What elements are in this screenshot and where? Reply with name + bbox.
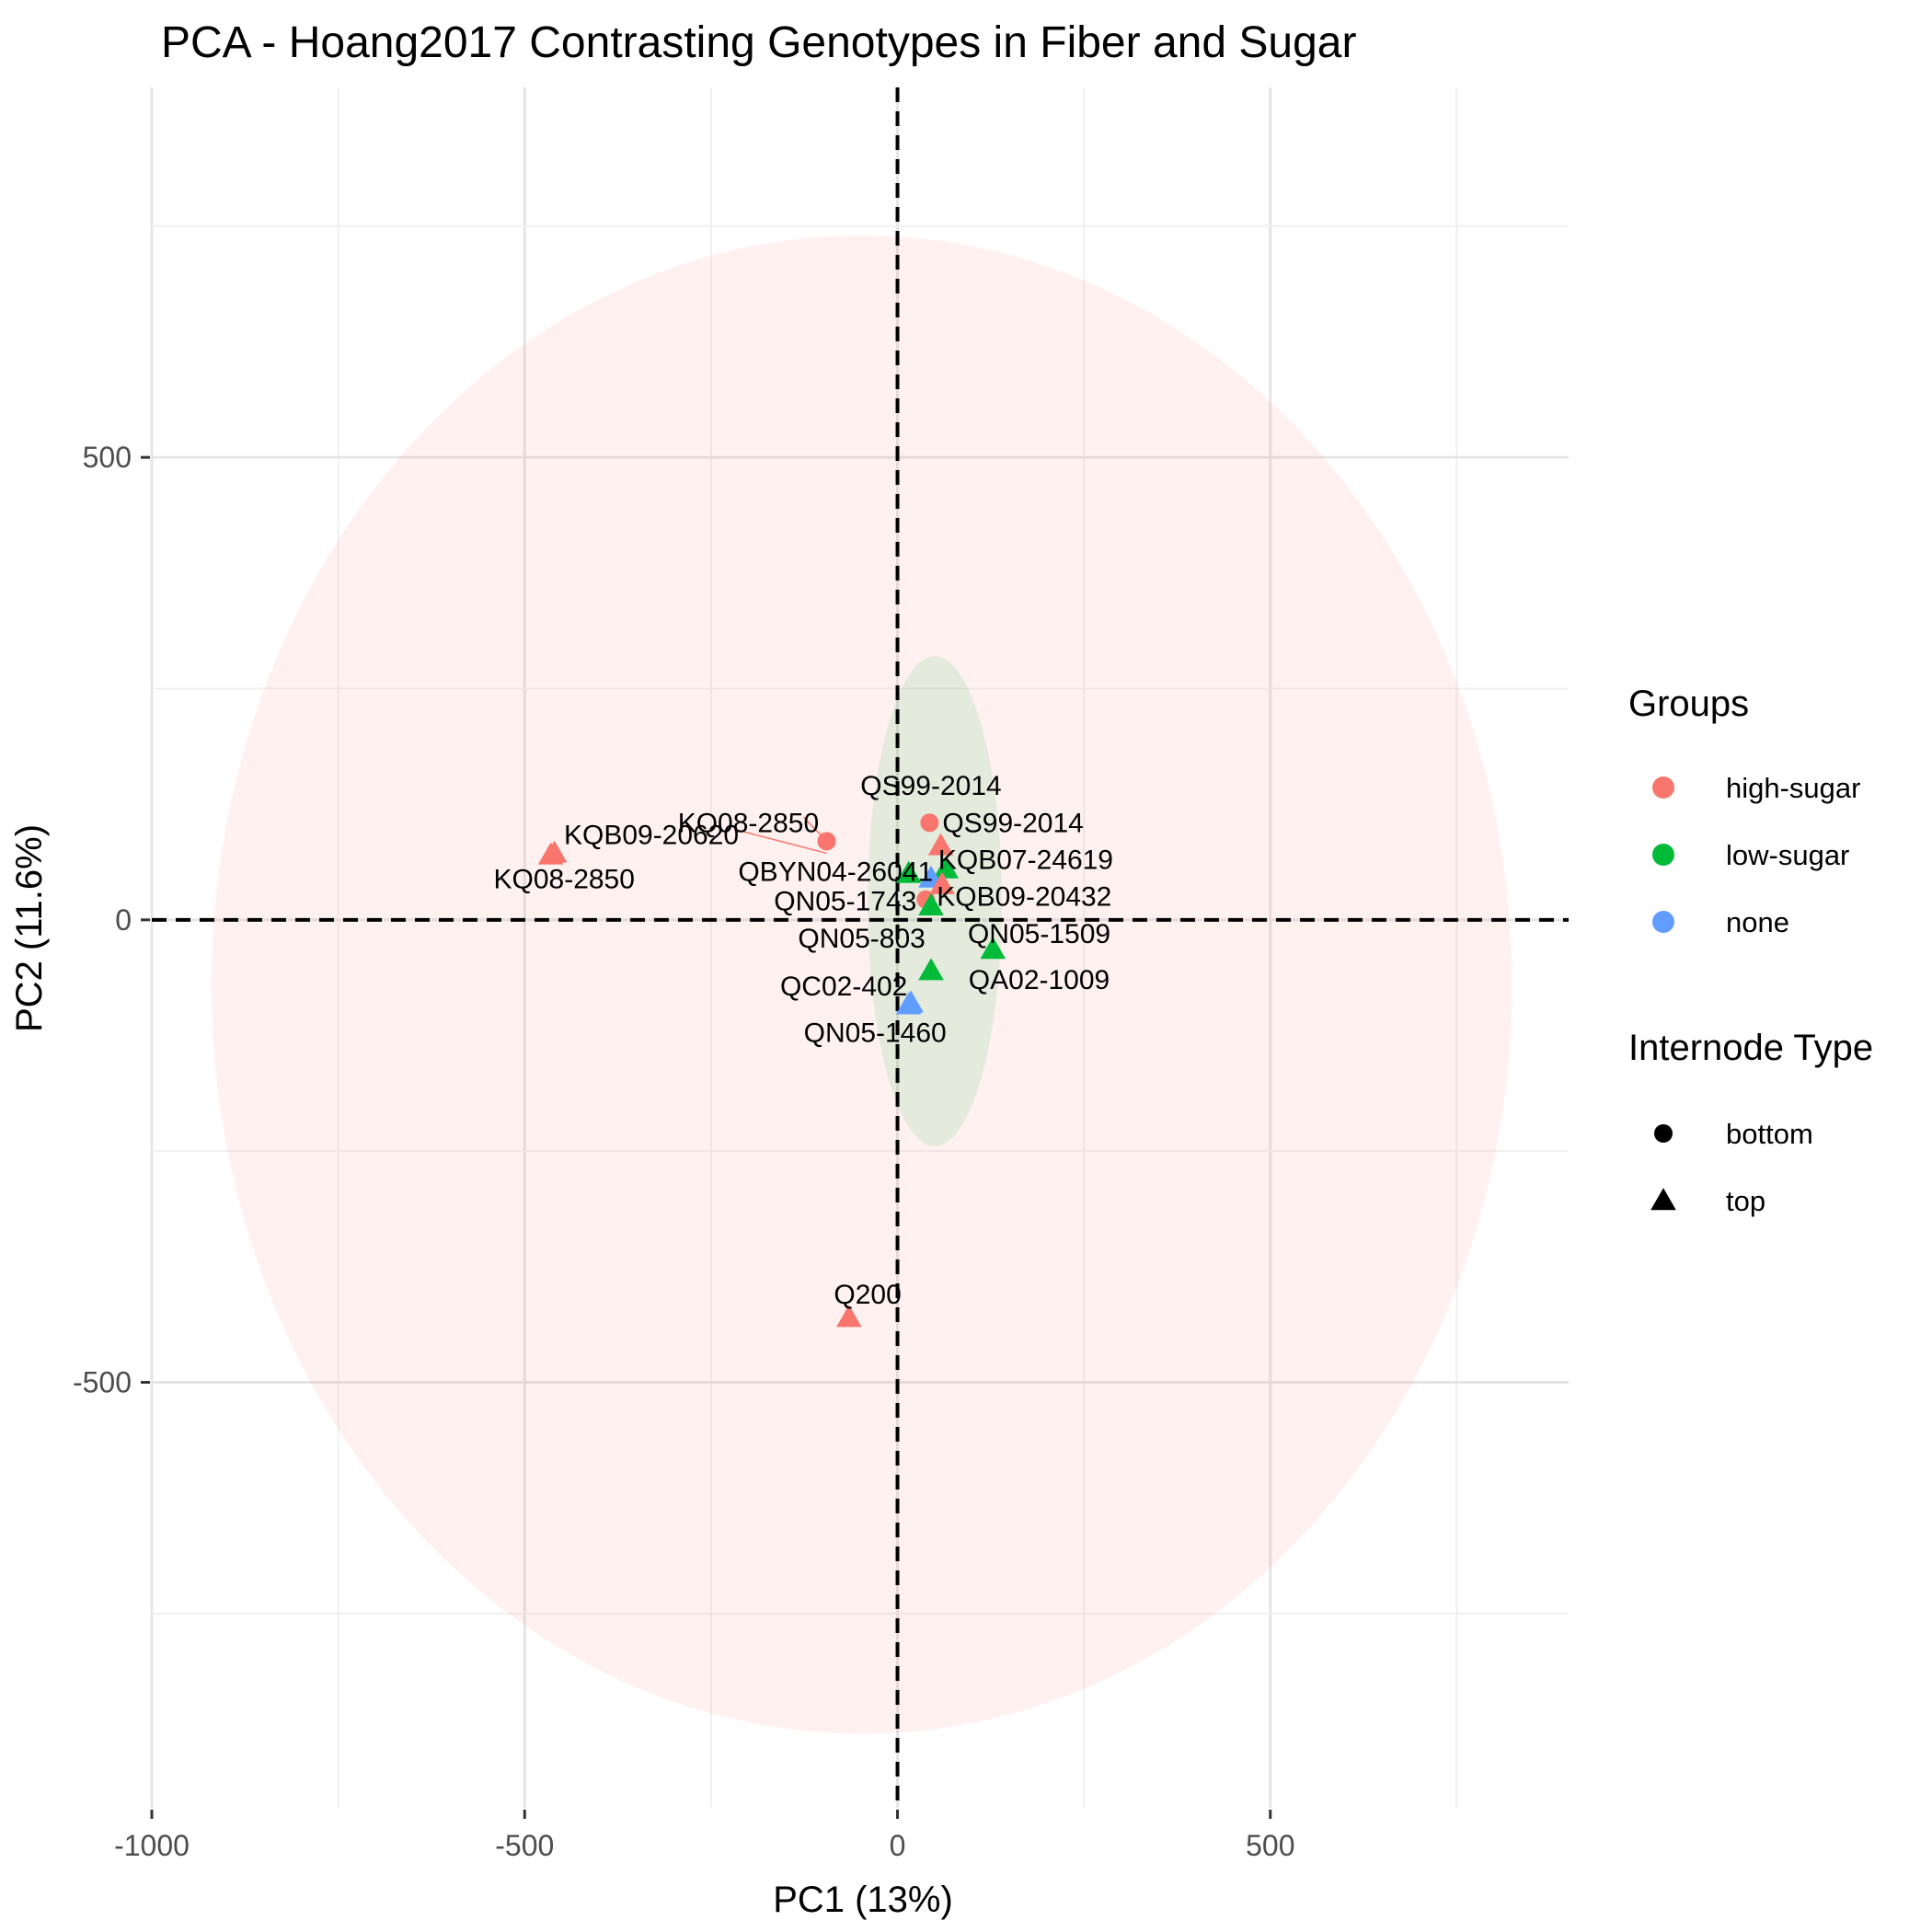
y-tick-label: 0 (115, 903, 132, 937)
legend-key-none (1652, 911, 1674, 933)
legend-shape-title: Internode Type (1628, 1028, 1873, 1068)
legend-label: bottom (1726, 1118, 1813, 1150)
y-tick-label: -500 (73, 1366, 132, 1399)
point-label: KQ08-2850 (493, 865, 634, 895)
legend-label: top (1726, 1185, 1765, 1217)
data-point-high-sugar-top (541, 840, 568, 863)
point-label: QN05-1460 (804, 1018, 947, 1048)
data-point-low-sugar-top (918, 892, 944, 915)
x-tick-label: 0 (890, 1829, 906, 1862)
point-label: QC02-402 (780, 972, 907, 1002)
legend-key-top (1650, 1188, 1676, 1211)
legend-groups: high-sugar low-sugar none (1652, 772, 1860, 938)
legend-key-low-sugar (1652, 844, 1674, 866)
point-label: KQB09-20620 (564, 820, 739, 850)
data-point-low-sugar-top (895, 860, 922, 883)
axes: -1000 -500 0 500 -500 0 500 (73, 441, 1295, 1862)
data-point-high-sugar-bottom (920, 813, 939, 833)
legend-key-bottom (1654, 1124, 1673, 1143)
x-tick-label: -500 (495, 1829, 554, 1862)
grid (150, 87, 1569, 1808)
point-label: QS99-2014 (860, 771, 1001, 801)
point-label: KQB07-24619 (938, 845, 1113, 875)
chart-title: PCA - Hoang2017 Contrasting Genotypes in… (161, 18, 1356, 67)
point-label: QS99-2014 (942, 808, 1083, 838)
legend-key-high-sugar (1652, 776, 1674, 799)
legend-label: low-sugar (1726, 839, 1849, 871)
label-leader-line (802, 816, 828, 842)
data-point-low-sugar-top (980, 937, 1006, 960)
y-tick-label: 500 (83, 441, 132, 474)
data-point-high-sugar-top (929, 871, 955, 894)
point-labels: KQB09-20620KQ08-2850KQ08-2850QS99-2014QS… (493, 771, 1113, 1310)
data-point-high-sugar-top (836, 1305, 862, 1328)
point-label: Q200 (834, 1280, 901, 1310)
data-point-low-sugar-top (933, 856, 960, 879)
x-axis-title: PC1 (13%) (773, 1880, 953, 1920)
legend: Groups high-sugar low-sugar none Internode… (1628, 684, 1873, 1217)
data-point-low-sugar-top (918, 958, 944, 981)
legend-shapes: bottom top (1650, 1118, 1813, 1217)
label-leader-line (733, 828, 827, 855)
data-points (537, 813, 1006, 1328)
point-label: KQ08-2850 (678, 808, 819, 838)
legend-groups-title: Groups (1628, 684, 1749, 724)
x-tick-label: -1000 (114, 1829, 190, 1862)
ellipse-high-sugar (211, 235, 1512, 1734)
x-tick-label: 500 (1246, 1829, 1294, 1862)
legend-label: none (1726, 906, 1789, 938)
reference-lines (152, 87, 1569, 1808)
legend-label: high-sugar (1726, 772, 1860, 804)
point-label: QN05-1509 (968, 919, 1110, 949)
y-axis-title: PC2 (11.6%) (9, 824, 50, 1032)
point-label: QN05-1743 (774, 887, 916, 917)
data-point-none-top (898, 990, 924, 1013)
point-label: QBYN04-26041 (738, 857, 933, 888)
point-label: KQB09-20432 (937, 882, 1111, 913)
data-point-high-sugar-top (927, 833, 954, 856)
point-label: QA02-1009 (969, 965, 1110, 995)
point-label: QN05-803 (798, 924, 925, 954)
